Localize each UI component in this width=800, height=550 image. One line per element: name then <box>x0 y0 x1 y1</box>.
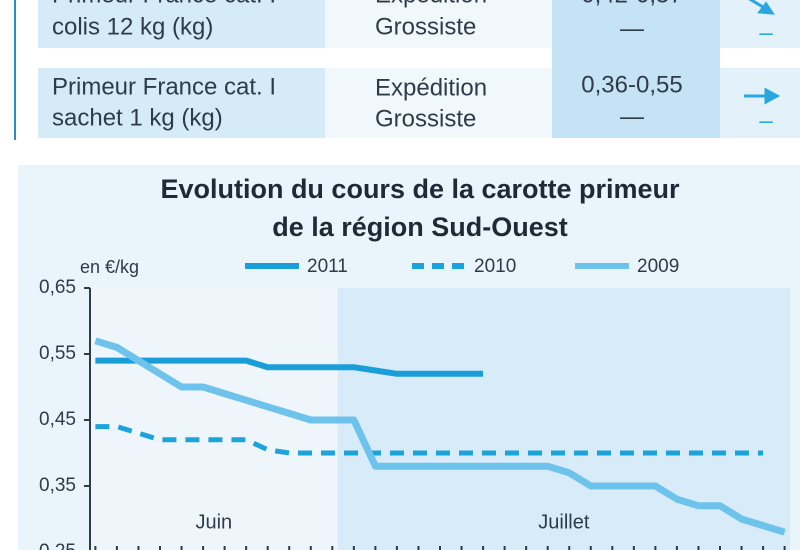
stage: Expédition <box>375 74 487 101</box>
price: — <box>620 15 644 42</box>
y-tick-label: 0,55 <box>39 343 76 364</box>
cell-bg <box>325 0 552 48</box>
trend-arrow <box>748 0 775 15</box>
period-label: Juillet <box>538 511 590 533</box>
legend-label: 2011 <box>307 256 348 277</box>
trend: – <box>759 107 773 134</box>
period-label: Juin <box>195 511 232 533</box>
stage: Grossiste <box>375 13 476 40</box>
y-tick-label: 0,25 <box>39 541 76 550</box>
price: — <box>620 103 644 130</box>
series-line <box>95 424 764 456</box>
series-line <box>94 337 786 536</box>
y-tick-label: 0,35 <box>39 475 76 496</box>
cell-bg <box>720 68 800 138</box>
price: 0,42-0,57 <box>581 0 682 8</box>
legend-label: 2009 <box>637 256 679 277</box>
cell-bg <box>38 68 325 138</box>
chart-title: Evolution du cours de la carotte primeur <box>160 174 680 204</box>
y-tick-label: 0,65 <box>39 277 76 298</box>
product: colis 12 kg (kg) <box>52 13 213 40</box>
product: Primeur France cat. I <box>52 73 276 100</box>
cell-bg <box>720 0 800 48</box>
chart: Evolution du cours de la carotte primeur… <box>39 174 790 550</box>
cell-bg <box>552 0 720 138</box>
y-axis-label: en €/kg <box>80 257 139 277</box>
trend-arrow <box>744 87 781 105</box>
product: Primeur France cat. I <box>52 0 276 8</box>
y-tick-label: 0,45 <box>39 409 76 430</box>
stage: Expédition <box>375 0 487 8</box>
stage: Grossiste <box>375 105 476 132</box>
trend: – <box>759 19 773 46</box>
product: sachet 1 kg (kg) <box>52 104 223 131</box>
chart-title: de la région Sud-Ouest <box>272 212 568 242</box>
series-line <box>95 357 484 377</box>
price: 0,36-0,55 <box>581 71 682 98</box>
cell-bg <box>38 0 325 48</box>
cell-bg <box>325 68 552 138</box>
legend-label: 2010 <box>474 256 516 277</box>
